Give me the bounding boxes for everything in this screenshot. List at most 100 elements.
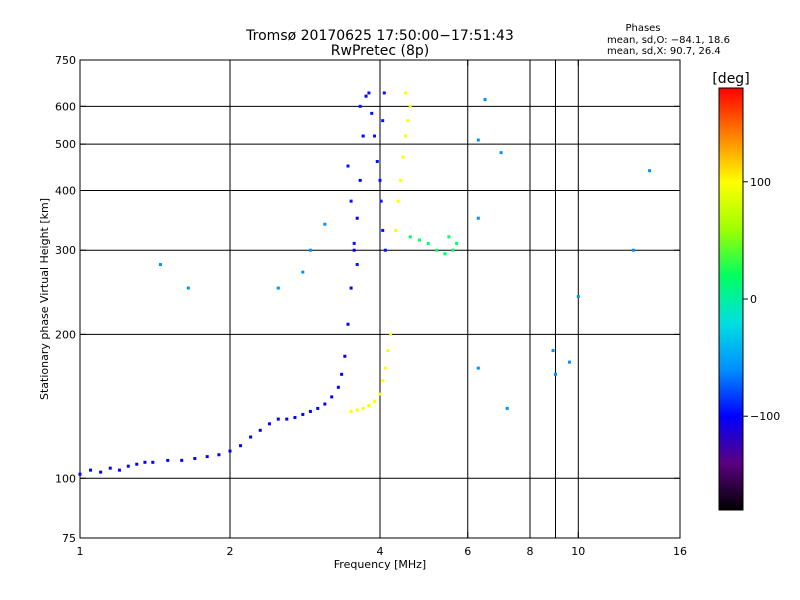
echo-point [378, 392, 382, 396]
chart-title: Tromsø 20170625 17:50:00−17:51:43 [245, 28, 514, 44]
x-tick-label: 2 [227, 545, 234, 558]
echo-point [323, 402, 327, 406]
echo-point [361, 406, 365, 410]
y-tick-label: 600 [55, 100, 76, 113]
y-tick-label: 75 [62, 532, 76, 545]
echo-point [370, 111, 374, 115]
echo-point [308, 409, 312, 413]
echo-point [355, 216, 359, 220]
echo-point [406, 119, 410, 123]
echo-point [346, 164, 350, 168]
y-tick-label: 400 [55, 184, 76, 197]
echo-point [346, 322, 350, 326]
echo-point [143, 460, 147, 464]
colorbar-ticks: 100 0 −100 [743, 176, 780, 423]
x-tick-label: 1 [77, 545, 84, 558]
y-tick-label: 300 [55, 244, 76, 257]
x-tick-label: 8 [527, 545, 534, 558]
echo-point [151, 460, 155, 464]
echo-point [381, 119, 385, 123]
echo-point [576, 295, 580, 299]
colorbar-title: [deg] [712, 71, 749, 87]
echo-point [228, 449, 232, 453]
echo-point [386, 349, 390, 353]
echo-point [355, 408, 359, 412]
echo-point [399, 178, 403, 182]
x-tick-label: 16 [673, 545, 687, 558]
echo-point [205, 455, 209, 459]
y-tick-label: 750 [55, 54, 76, 67]
echo-point [78, 472, 82, 476]
colorbar-tick-label: −100 [750, 410, 780, 423]
echo-point [455, 241, 459, 245]
chart-subtitle: RwPretec (8p) [331, 43, 429, 59]
echo-point [217, 453, 221, 457]
echo-point [267, 422, 271, 426]
echo-point [403, 134, 407, 138]
echo-point [408, 104, 412, 108]
echo-point [336, 385, 340, 389]
y-axis-label: Stationary phase Virtual Height [km] [38, 198, 51, 400]
echo-point [117, 468, 121, 472]
echo-point [330, 395, 334, 399]
echo-point [301, 412, 305, 416]
echo-point [447, 235, 451, 239]
echo-point [381, 379, 385, 383]
echo-point [352, 241, 356, 245]
echo-point [553, 372, 557, 376]
echo-point [323, 222, 327, 226]
echo-point [193, 456, 197, 460]
echo-point [349, 409, 353, 413]
echo-point [551, 349, 555, 353]
y-tick-label: 200 [55, 328, 76, 341]
echo-points [78, 91, 652, 476]
echo-point [381, 228, 385, 232]
echo-point [443, 252, 447, 256]
phases-label: Phases [625, 23, 660, 34]
echo-point [349, 199, 353, 203]
echo-point [499, 151, 503, 155]
echo-point [108, 466, 112, 470]
x-axis-label: Frequency [MHz] [334, 558, 426, 571]
echo-point [352, 248, 356, 252]
echo-point [249, 435, 253, 439]
echo-point [505, 406, 509, 410]
echo-point [483, 98, 487, 102]
echo-point [378, 178, 382, 182]
echo-point [476, 366, 480, 370]
echo-point [358, 104, 362, 108]
echo-point [379, 199, 383, 203]
echo-point [301, 270, 305, 274]
echo-point [285, 417, 289, 421]
echo-point [375, 159, 379, 163]
grid-lines [80, 60, 680, 538]
echo-point [355, 263, 359, 267]
echo-point [426, 241, 430, 245]
echo-point [567, 360, 571, 364]
echo-point [316, 406, 320, 410]
echo-point [276, 417, 280, 421]
echo-point [158, 263, 162, 267]
x-tick-label: 4 [377, 545, 384, 558]
echo-point [340, 372, 344, 376]
echo-point [166, 458, 170, 462]
echo-point [239, 444, 243, 448]
echo-point [135, 462, 139, 466]
colorbar [718, 87, 744, 511]
colorbar-tick-label: 0 [750, 293, 757, 306]
y-tick-label: 500 [55, 138, 76, 151]
echo-point [383, 248, 387, 252]
y-axis-ticks: 75 100 200 300 400 500 600 750 [55, 54, 680, 545]
phase-stat-x: mean, sd,X: 90.7, 26.4 [607, 46, 721, 57]
echo-point [394, 228, 398, 232]
echo-point [382, 91, 386, 95]
echo-point [451, 248, 455, 252]
echo-point [417, 238, 421, 242]
echo-point [186, 286, 190, 290]
colorbar-tick-label: 100 [750, 176, 771, 189]
echo-point [361, 134, 365, 138]
echo-point [308, 248, 312, 252]
echo-point [126, 464, 130, 468]
echo-point [476, 138, 480, 142]
y-tick-label: 100 [55, 472, 76, 485]
